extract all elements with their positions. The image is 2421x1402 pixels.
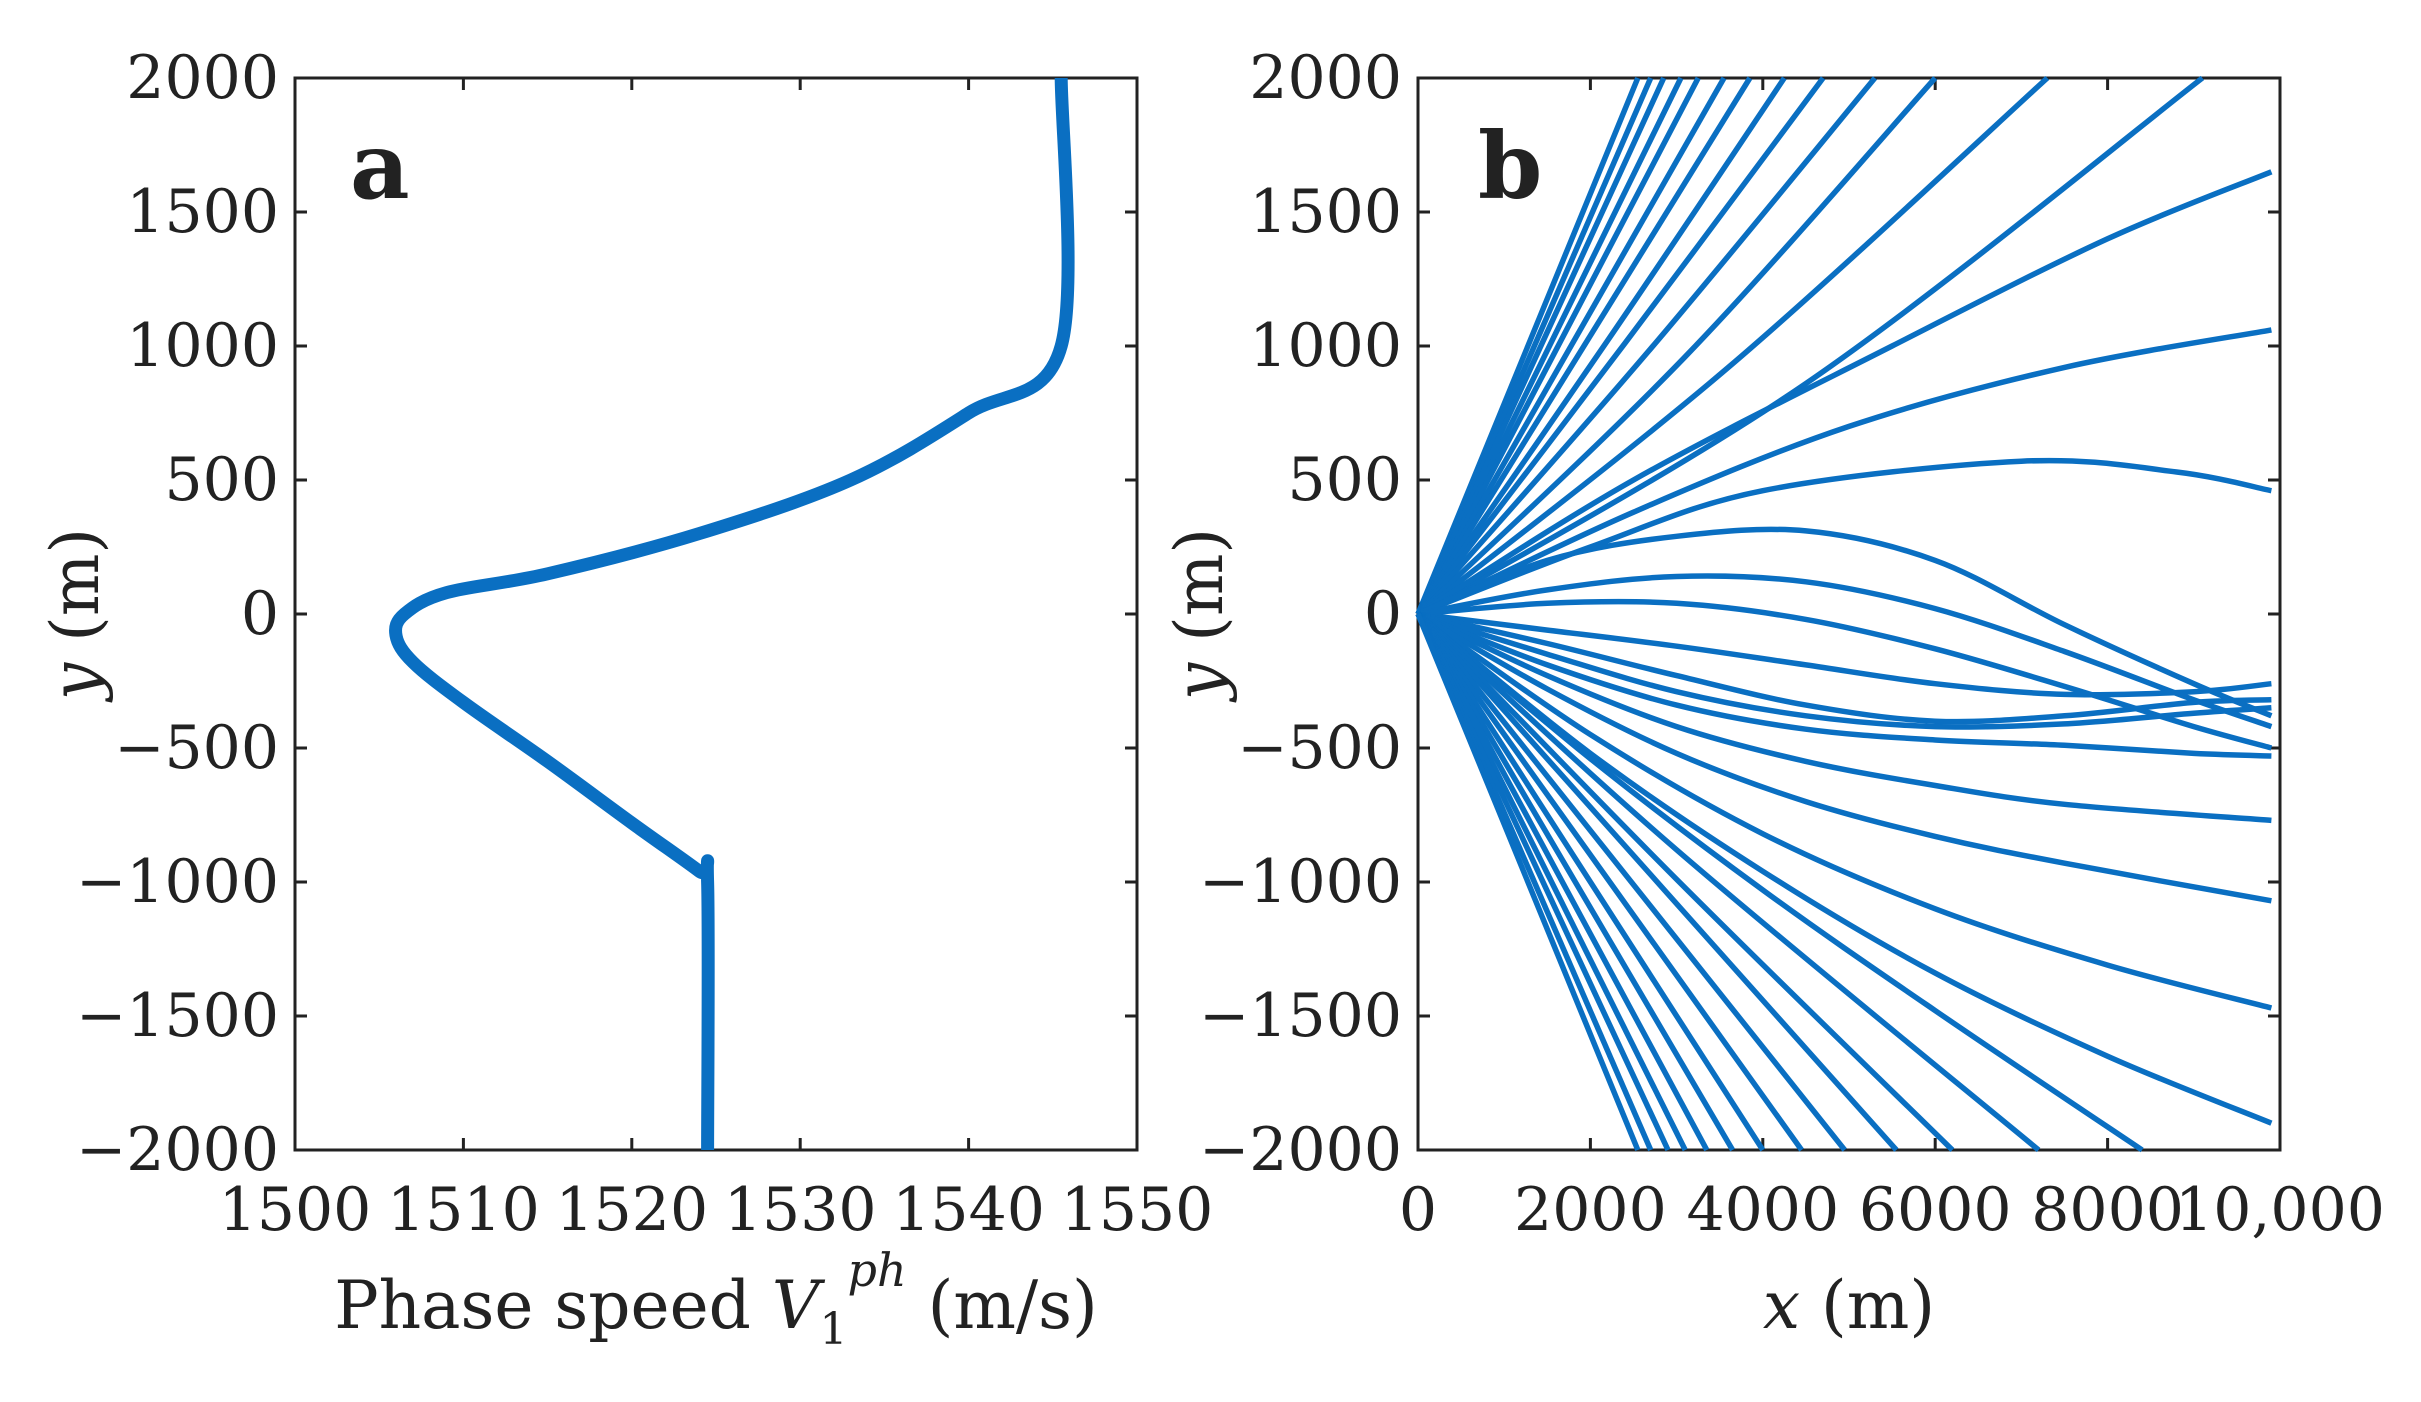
panel-a-y-tick-label: 1500	[126, 177, 279, 247]
panel-a-x-tick-label: 1520	[555, 1175, 708, 1245]
panel-b-x-axis-label: x (m)	[1763, 1267, 1935, 1344]
panel-a-series-line-1	[389, 77, 1075, 1151]
panel-a-x-tick-label: 1540	[892, 1175, 1045, 1245]
panel-a-y-axis-label: y (m)	[37, 528, 114, 703]
panel-a-y-tick-label: −500	[114, 713, 279, 783]
panel-b-series-line-17	[1416, 526, 2273, 719]
panel-b-x-tick-label: 2000	[1514, 1175, 1667, 1245]
panel-b-y-tick-label: −2000	[1199, 1115, 1402, 1185]
panel-a-x-tick-label: 1530	[724, 1175, 877, 1245]
panel-b-series-line-9	[1415, 76, 1826, 616]
panel-b-series	[1415, 75, 2273, 1153]
panel-b-x-tick-label: 0	[1399, 1175, 1437, 1245]
panel-b-y-tick-label: 0	[1364, 579, 1402, 649]
panel-a-x-tick-labels: 1500 1510 1520 1530 1540 1550	[219, 1175, 1214, 1245]
panel-b-y-tick-label: 1500	[1249, 177, 1402, 247]
panel-a-x-tick-label: 1500	[219, 1175, 372, 1245]
panel-b-label: b	[1478, 112, 1542, 220]
panel-b-x-tick-label: 6000	[1859, 1175, 2012, 1245]
panel-b-series-line-18	[1417, 573, 2273, 730]
panel-b-series-line-14	[1416, 169, 2273, 617]
panel-a-y-tick-label: 2000	[126, 43, 279, 113]
panel-b-x-tick-label: 10,000	[2175, 1175, 2385, 1245]
panel-b-series-line-11	[1416, 76, 1938, 616]
panel-b-y-tick-label: −500	[1237, 713, 1402, 783]
panel-a-x-label-prefix: Phase speed	[334, 1267, 772, 1344]
panel-a-ticks	[293, 76, 1139, 1152]
panel-b-series-line-40	[1415, 612, 1641, 1152]
panel-a-y-tick-label: 1000	[126, 311, 279, 381]
panel-b-series-line-31	[1415, 612, 1899, 1152]
panel-b-series-line-7	[1415, 76, 1753, 616]
panel-a-label: a	[350, 112, 410, 220]
panel-b-y-tick-label: 1000	[1249, 311, 1402, 381]
panel-a: a 2000 1500 1000 500 0 −500 −1000 −1500 −2000 15…	[37, 43, 1213, 1355]
panel-a-x-label-var: V	[772, 1267, 826, 1344]
panel-b-series-line-27	[1416, 611, 2273, 1126]
panel-b-x-tick-label: 4000	[1686, 1175, 1839, 1245]
panel-a-x-label-sup: ph	[848, 1243, 907, 1297]
panel-b-series-line-35	[1415, 612, 1735, 1152]
panel-a-y-label-unit: (m)	[37, 528, 114, 663]
panel-b-series-line-23	[1416, 611, 2272, 759]
panel-a-series	[389, 77, 1075, 1151]
panel-b-x-tick-label: 8000	[2031, 1175, 2184, 1245]
panel-a-y-tick-label: 500	[164, 445, 279, 515]
panel-b-y-tick-label: −1000	[1199, 847, 1402, 917]
panel-b-series-line-21	[1417, 611, 2272, 725]
panel-b-series-line-12	[1416, 75, 2050, 617]
panel-a-x-label-sub: 1	[820, 1304, 848, 1355]
panel-a-y-label-var: y	[37, 662, 114, 703]
panel-b-series-line-25	[1416, 611, 2272, 904]
panel-a-y-tick-label: −2000	[76, 1115, 279, 1185]
panel-b-frame	[1416, 76, 2282, 1152]
panel-b-series-line-6	[1415, 76, 1727, 616]
panel-a-x-tick-label: 1550	[1061, 1175, 1214, 1245]
panel-a-frame	[293, 76, 1139, 1152]
panel-a-x-axis-label: Phase speed V1ph (m/s)	[334, 1243, 1098, 1355]
panel-b-series-line-29	[1416, 611, 2041, 1153]
panel-b-y-axis-label: y (m)	[1161, 528, 1238, 703]
panel-b-y-label-var: y	[1161, 662, 1238, 703]
panel-a-y-tick-label: −1000	[76, 847, 279, 917]
panel-b-series-line-5	[1415, 76, 1701, 616]
panel-b-series-line-33	[1415, 612, 1804, 1152]
panel-b-series-line-28	[1416, 611, 2144, 1153]
panel-b-y-tick-label: −1500	[1199, 981, 1402, 1051]
panel-b-y-label-unit: (m)	[1161, 528, 1238, 663]
panel-b-series-line-24	[1416, 611, 2272, 824]
panel-b-series-line-30	[1416, 612, 1955, 1152]
panel-b-series-line-36	[1415, 612, 1710, 1152]
panel-b-y-tick-labels: 2000 1500 1000 500 0 −500 −1000 −1500 −2000	[1199, 43, 1402, 1185]
panel-b-ticks	[1416, 76, 2282, 1152]
panel-b-x-label-unit: (m)	[1800, 1267, 1935, 1344]
panel-a-x-tick-label: 1510	[387, 1175, 540, 1245]
panel-b-series-line-34	[1415, 612, 1766, 1152]
panel-b-series-line-32	[1415, 612, 1847, 1152]
panel-b-x-label-var: x	[1763, 1267, 1800, 1344]
panel-b-series-line-26	[1416, 611, 2273, 1011]
panel-a-y-tick-label: 0	[241, 579, 279, 649]
panel-b-series-line-22	[1417, 611, 2272, 730]
panel-b-series-line-20	[1417, 611, 2272, 698]
panel-b-series-line-13	[1416, 75, 2205, 617]
panel-a-y-tick-labels: 2000 1500 1000 500 0 −500 −1000 −1500 −2000	[76, 43, 279, 1185]
panel-a-y-tick-label: −1500	[76, 981, 279, 1051]
panel-b-series-line-10	[1415, 76, 1878, 616]
panel-b-y-tick-label: 2000	[1249, 43, 1402, 113]
panel-b-y-tick-label: 500	[1287, 445, 1402, 515]
panel-a-x-label-unit: (m/s)	[907, 1267, 1098, 1344]
panel-b-series-line-15	[1416, 327, 2272, 617]
panel-b-series-line-8	[1415, 76, 1787, 616]
